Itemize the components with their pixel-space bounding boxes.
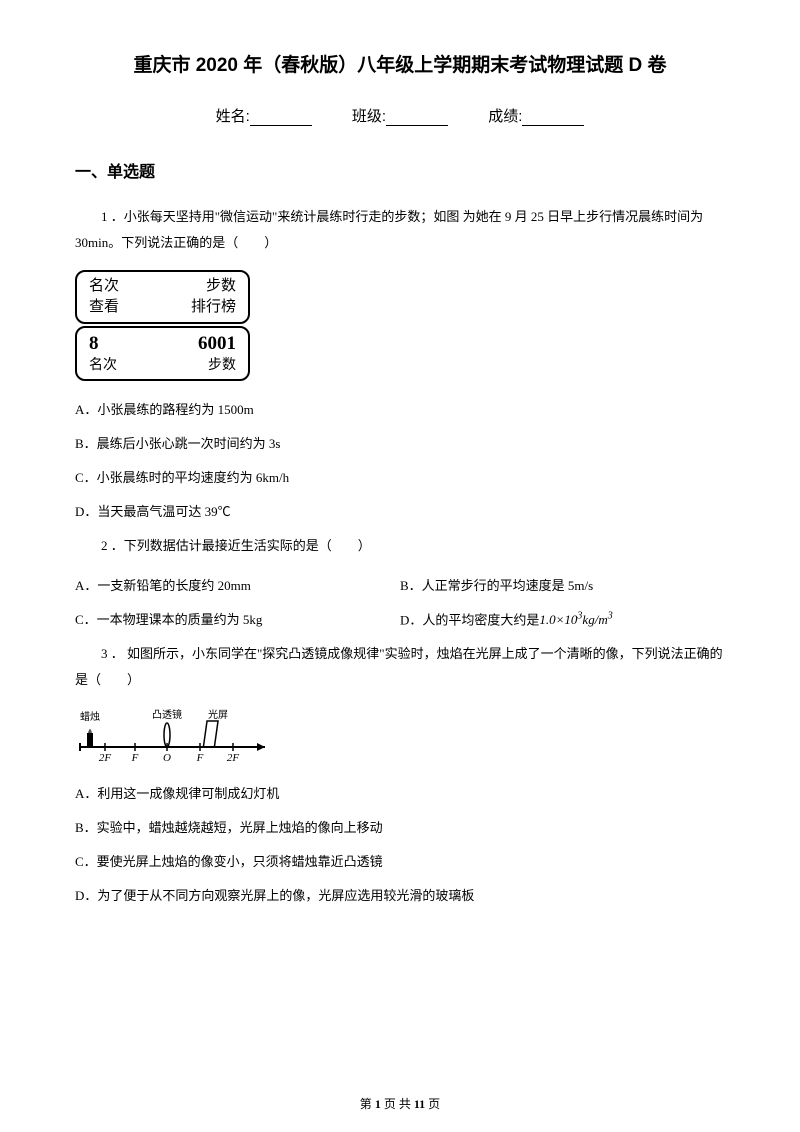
page-footer: 第 1 页 共 11 页 [0, 1095, 800, 1112]
svg-text:光屏: 光屏 [208, 708, 228, 721]
q2-option-c: C．一本物理课本的质量约为 5kg [75, 607, 400, 633]
score-blank [522, 110, 584, 126]
score-field: 成绩: [488, 105, 584, 126]
q2-option-b: B．人正常步行的平均速度是 5m/s [400, 573, 725, 599]
wechat-card-bottom: 8 6001 名次 步数 [75, 326, 250, 381]
q2-row-cd: C．一本物理课本的质量约为 5kg D．人的平均密度大约是1.0×103kg/m… [75, 607, 725, 633]
card2-r1c2: 6001 [198, 332, 236, 357]
footer-mid: 页 共 [381, 1097, 414, 1111]
name-label: 姓名: [216, 108, 250, 125]
q1-option-a: A．小张晨练的路程约为 1500m [75, 397, 725, 423]
card2-r2c1: 名次 [89, 357, 117, 375]
class-blank [386, 110, 448, 126]
svg-text:O: O [163, 752, 171, 764]
score-label: 成绩: [488, 108, 522, 125]
card1-r1c2: 步数 [206, 276, 236, 297]
q2-row-ab: A．一支新铅笔的长度约 20mm B．人正常步行的平均速度是 5m/s [75, 573, 725, 599]
q3-option-d: D．为了便于从不同方向观察光屏上的像，光屏应选用较光滑的玻璃板 [75, 883, 725, 909]
q2-option-d: D．人的平均密度大约是1.0×103kg/m3 [400, 607, 725, 633]
q1-option-b: B．晨练后小张心跳一次时间约为 3s [75, 431, 725, 457]
card1-r1c1: 名次 [89, 276, 119, 297]
q2-option-d-formula: 1.0×103kg/m3 [539, 612, 612, 627]
class-field: 班级: [352, 105, 448, 126]
wechat-card-top: 名次 步数 查看 排行榜 [75, 270, 250, 324]
card2-r2c2: 步数 [208, 357, 236, 375]
q2-text: 2 ．下列数据估计最接近生活实际的是（ ） [75, 533, 725, 559]
name-field: 姓名: [216, 105, 312, 126]
svg-text:F: F [196, 752, 204, 764]
card1-r2c1: 查看 [89, 297, 119, 318]
q2-option-a: A．一支新铅笔的长度约 20mm [75, 573, 400, 599]
q3-diagram: 2F F O F 2F 蜡烛 凸透镜 光屏 [75, 707, 270, 767]
q3-option-a: A．利用这一成像规律可制成幻灯机 [75, 781, 725, 807]
section-heading: 一、单选题 [75, 158, 725, 182]
svg-text:蜡烛: 蜡烛 [80, 710, 100, 723]
svg-text:2F: 2F [99, 752, 112, 764]
q3-option-b: B．实验中，蜡烛越烧越短，光屏上烛焰的像向上移动 [75, 815, 725, 841]
class-label: 班级: [352, 108, 386, 125]
q1-option-d: D．当天最高气温可达 39℃ [75, 499, 725, 525]
page-title: 重庆市 2020 年（春秋版）八年级上学期期末考试物理试题 D 卷 [75, 50, 725, 77]
card1-r2c2: 排行榜 [191, 297, 236, 318]
name-blank [250, 110, 312, 126]
footer-prefix: 第 [360, 1097, 375, 1111]
footer-suffix: 页 [425, 1097, 440, 1111]
wechat-figure: 名次 步数 查看 排行榜 8 6001 名次 步数 [75, 270, 725, 381]
q1-option-c: C．小张晨练时的平均速度约为 6km/h [75, 465, 725, 491]
svg-text:凸透镜: 凸透镜 [152, 708, 182, 721]
card2-r1c1: 8 [89, 332, 99, 357]
q3-text: 3 ． 如图所示，小东同学在"探究凸透镜成像规律"实验时，烛焰在光屏上成了一个清… [75, 641, 725, 693]
q1-text: 1 ．小张每天坚持用"微信运动"来统计晨练时行走的步数；如图 为她在 9 月 2… [75, 204, 725, 256]
q2-option-d-prefix: D．人的平均密度大约是 [400, 612, 539, 627]
svg-text:2F: 2F [227, 752, 240, 764]
q3-option-c: C．要使光屏上烛焰的像变小，只须将蜡烛靠近凸透镜 [75, 849, 725, 875]
student-info-line: 姓名: 班级: 成绩: [75, 105, 725, 126]
footer-total: 11 [414, 1097, 425, 1111]
svg-text:F: F [131, 752, 139, 764]
